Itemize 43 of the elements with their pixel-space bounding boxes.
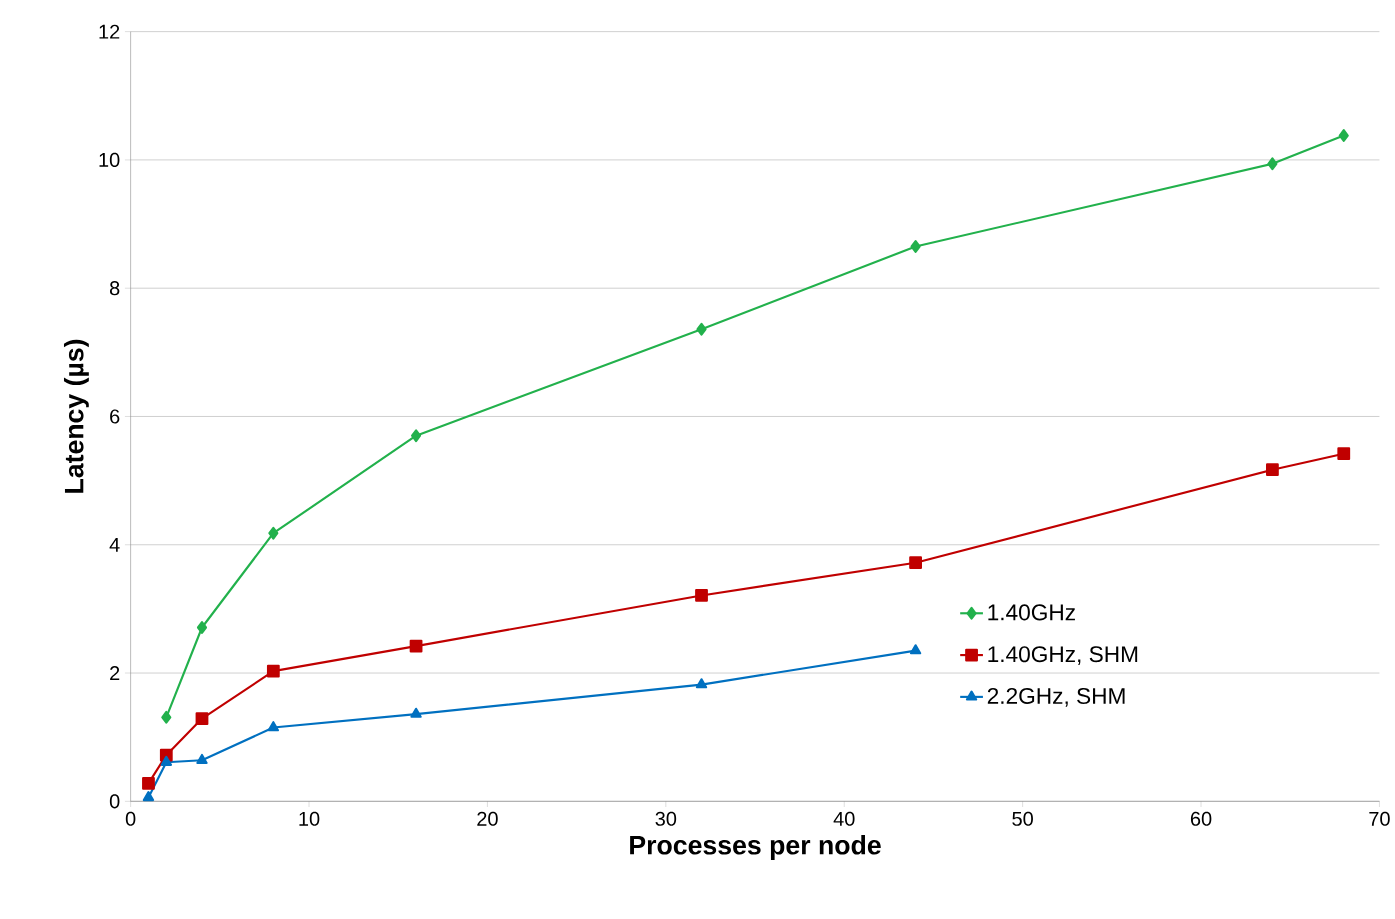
point [409,639,423,653]
point [1267,157,1278,171]
legend-label: 2.2GHz, SHM [987,688,1125,707]
y-tick-label: 6 [110,409,120,424]
x-tick-label: 20 [477,811,498,827]
point [268,527,279,540]
point [142,791,155,802]
y-tick-label: 8 [109,281,120,296]
x-tick-label: 40 [833,811,855,827]
point [696,323,707,336]
legend-label: 1.40GHz, SHM [988,646,1138,666]
legend-label: 1.40GHz [988,604,1075,621]
y-tick-label: 10 [99,153,120,168]
point [909,556,922,570]
point [267,721,280,732]
point [142,777,155,790]
point [910,240,921,254]
y-axis-title: Latency (µs) [63,340,89,493]
point [1338,129,1349,143]
point [196,621,208,635]
point [266,664,280,678]
y-tick-label: 4 [109,538,120,552]
y-tick-label: 0 [109,794,120,809]
point [410,707,422,719]
point [909,644,922,655]
point [196,754,208,765]
point [195,712,209,726]
x-tick-label: 10 [299,811,320,827]
x-tick-label: 70 [1369,811,1390,827]
y-tick-label: 2 [110,666,120,681]
x-axis-title: Processes per node [630,835,881,861]
point [695,589,708,603]
point [411,429,422,443]
y-tick-label: 12 [99,24,120,39]
x-tick-label: 50 [1012,811,1033,827]
x-tick-label: 60 [1190,811,1212,827]
x-tick-label: 0 [125,811,136,827]
point [695,678,708,689]
point [161,711,172,724]
point [160,755,172,767]
x-tick-label: 30 [655,811,677,827]
point [1266,463,1279,477]
point [1337,447,1351,461]
